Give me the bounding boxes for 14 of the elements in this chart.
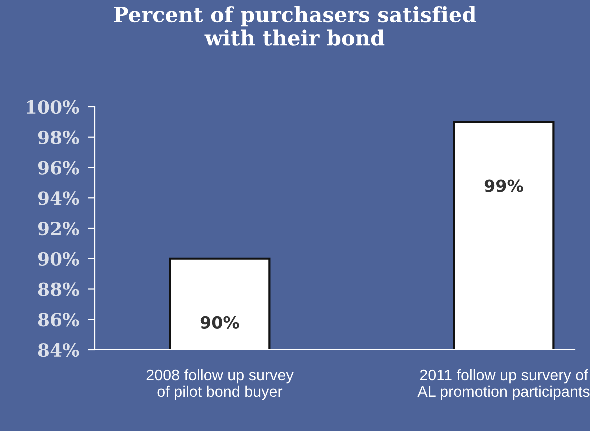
y-tick-label: 88% <box>38 282 80 296</box>
y-tick-label: 84% <box>38 343 80 358</box>
y-tick-label: 90% <box>38 252 80 266</box>
x-tick-label: 2011 follow up survery of AL promotion participants <box>418 369 590 400</box>
y-tick-label: 100% <box>27 100 80 114</box>
y-tick-label: 86% <box>38 313 80 327</box>
x-tick-label: 2008 follow up survey of pilot bond buyer <box>146 369 294 400</box>
y-tick-label: 92% <box>38 222 80 236</box>
data-label: 99% <box>484 180 524 192</box>
y-tick-label: 98% <box>38 130 80 144</box>
chart-title: Percent of purchasers satisfied with their bond <box>114 6 476 46</box>
y-tick-label: 96% <box>38 161 80 175</box>
y-tick-label: 94% <box>38 192 80 206</box>
data-label: 90% <box>200 316 240 329</box>
